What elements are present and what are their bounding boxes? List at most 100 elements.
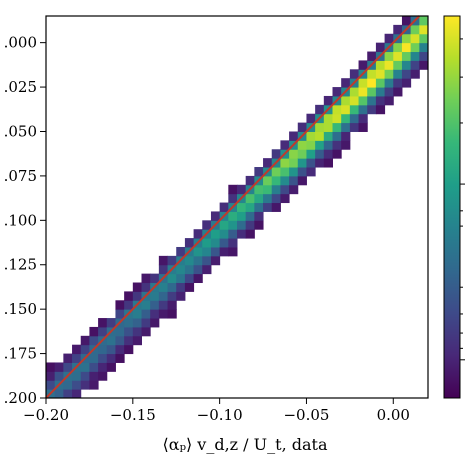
heatmap-cell	[393, 24, 403, 35]
heatmap-cell	[141, 318, 151, 328]
heatmap-cell	[54, 389, 64, 399]
heatmap-cell	[228, 220, 238, 230]
heatmap-cell	[245, 175, 255, 186]
heatmap-cell	[124, 344, 134, 355]
heatmap-cell	[410, 33, 420, 44]
heatmap-cell	[98, 326, 108, 337]
heatmap-cell	[401, 51, 412, 61]
heatmap-cell	[315, 104, 325, 115]
heatmap-cell	[193, 255, 203, 266]
heatmap-cell	[106, 362, 116, 372]
heatmap-cell	[358, 60, 368, 70]
heatmap-cell	[332, 104, 342, 115]
heatmap-cell	[367, 95, 377, 106]
heatmap-cell	[410, 42, 420, 53]
heatmap-cell	[271, 193, 281, 204]
heatmap-cell	[193, 229, 203, 239]
heatmap-cell	[167, 273, 177, 284]
x-tick-label: −0.05	[283, 406, 329, 424]
heatmap-cell	[280, 158, 290, 168]
heatmap-cell	[375, 87, 386, 97]
heatmap-cell	[410, 51, 420, 61]
heatmap-cell	[141, 309, 151, 319]
heatmap-cell	[341, 122, 351, 132]
heatmap-cell	[254, 202, 264, 212]
heatmap-cell	[193, 246, 203, 257]
heatmap-cell	[349, 113, 360, 124]
heatmap-cell	[176, 282, 186, 292]
heatmap-cell	[237, 202, 247, 212]
heatmap-cell	[210, 238, 221, 248]
heatmap-cell	[419, 33, 429, 44]
heatmap-cell	[72, 371, 82, 381]
heatmap-cell	[410, 24, 420, 35]
heatmap-cell	[228, 184, 238, 195]
heatmap-cell	[72, 389, 82, 399]
heatmap-cell	[80, 335, 90, 346]
heatmap-cell	[306, 140, 316, 150]
heatmap-cell	[237, 229, 247, 239]
heatmap-cell	[158, 264, 169, 275]
heatmap-cell	[271, 184, 281, 195]
heatmap-cell	[176, 264, 186, 275]
colorbar	[443, 15, 465, 399]
heatmap-cell	[106, 344, 116, 355]
heatmap-cell	[89, 335, 99, 346]
axes-frame	[45, 15, 429, 399]
heatmap-cell	[80, 362, 90, 372]
heatmap-cell	[167, 291, 177, 301]
heatmap-cell	[419, 51, 429, 61]
heatmap-cell	[219, 246, 229, 257]
y-tick-label: .175	[4, 345, 37, 363]
heatmap-cell	[72, 380, 82, 390]
heatmap-cell	[115, 335, 125, 346]
heatmap-cell	[254, 184, 264, 195]
heatmap-cell	[358, 113, 368, 124]
heatmap-cell	[158, 255, 169, 266]
reference-line	[45, 15, 421, 399]
heatmap-cell	[158, 282, 169, 292]
heatmap-cell	[245, 220, 255, 230]
heatmap-cell	[89, 371, 99, 381]
heatmap-cell	[184, 282, 195, 292]
heatmap-cell	[419, 60, 429, 70]
heatmap-cell	[367, 104, 377, 115]
heatmap-cell	[184, 273, 195, 284]
heatmap-cell	[306, 131, 316, 141]
heatmap-cell	[202, 255, 212, 266]
heatmap-cell	[349, 95, 360, 106]
heatmap-cell	[219, 220, 229, 230]
heatmap-cell	[150, 291, 160, 301]
heatmap-cell	[332, 122, 342, 132]
x-axis-label: ⟨αₚ⟩ v_d,z / U_t, data	[163, 435, 328, 454]
y-axis-ticks: .000 .025 .050 .075 .100 .125 .150 .175 .200	[4, 34, 46, 407]
heatmap-cell	[132, 309, 142, 319]
y-tick-label: .100	[4, 211, 37, 229]
heatmap-cell	[63, 353, 73, 363]
heatmap-cell	[150, 273, 160, 284]
heatmap-cell	[158, 291, 169, 301]
heatmap-cell	[132, 291, 142, 301]
heatmap-cell	[401, 78, 412, 88]
heatmap-cell	[150, 300, 160, 310]
heatmap-cell	[289, 131, 299, 141]
heatmap-cell	[341, 113, 351, 124]
heatmap-cell	[358, 122, 368, 132]
heatmap-cell	[54, 362, 64, 372]
heatmap-cell	[315, 140, 325, 150]
heatmap-cell	[341, 104, 351, 115]
heatmap-cell	[306, 167, 316, 177]
heatmap-cell	[280, 193, 290, 204]
heatmap-cell	[124, 291, 134, 301]
heatmap-cell	[219, 202, 229, 212]
heatmap-cell	[193, 273, 203, 284]
heatmap-cell	[419, 24, 429, 35]
heatmap-cell	[89, 380, 99, 390]
heatmap-cell	[228, 193, 238, 204]
heatmap-cell	[63, 362, 73, 372]
y-tick-label: .025	[4, 78, 37, 96]
heatmap-cell	[263, 193, 273, 204]
heatmap-cell	[332, 87, 342, 97]
heatmap-cell	[271, 149, 281, 159]
